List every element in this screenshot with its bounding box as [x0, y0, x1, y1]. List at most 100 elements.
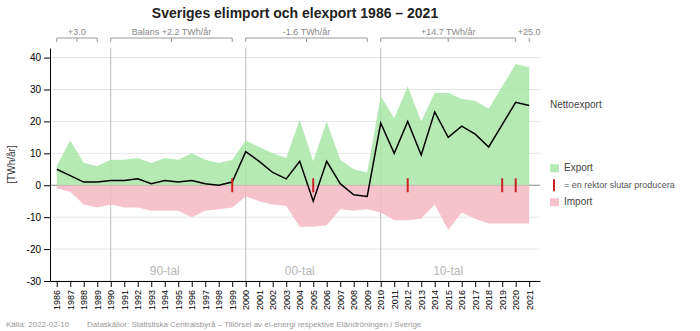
x-tick-label: 1989: [93, 290, 103, 310]
plot: 1986198719881989199019911992199319941995…: [27, 27, 675, 310]
x-tick-label: 2006: [322, 290, 332, 310]
y-tick-label: 20: [30, 116, 42, 127]
x-tick: 2010: [376, 281, 386, 310]
tick-mark: [300, 281, 301, 287]
x-tick: 2006: [322, 281, 332, 310]
x-tick-label: 2012: [403, 290, 413, 310]
y-axis-title: [TWh/år]: [6, 145, 17, 184]
x-tick-label: 1995: [174, 290, 184, 310]
tick-mark: [57, 281, 58, 287]
annotation: +14.7 TWh/år: [421, 27, 476, 37]
data-area: [57, 48, 529, 281]
y-tick: 0: [35, 180, 50, 191]
x-tick-label: 2000: [241, 290, 251, 310]
axis-domain: [51, 281, 541, 282]
x-tick-label: 2015: [444, 290, 454, 310]
tick-mark: [138, 281, 139, 287]
tick-mark: [111, 281, 112, 287]
x-tick: 2000: [241, 281, 251, 310]
y-tick-label: 40: [30, 52, 42, 63]
tick-mark: [516, 281, 517, 287]
x-tick-label: 2009: [363, 290, 373, 310]
source: Källa: 2022-02-10 Dataskällor: Statistis…: [6, 320, 422, 329]
legend-swatch: [550, 198, 559, 206]
x-tick: 2009: [363, 281, 373, 310]
tick-mark: [44, 89, 50, 90]
series-label: Import: [564, 196, 593, 207]
x-tick: 1992: [133, 281, 143, 310]
x-tick-label: 2003: [282, 290, 292, 310]
x-tick-label: 2020: [511, 290, 521, 310]
tick-mark: [124, 281, 125, 287]
annotation-bracket: [246, 38, 367, 42]
tick-mark: [435, 281, 436, 287]
x-tick: 1995: [174, 281, 184, 310]
x-tick: 1994: [160, 281, 170, 310]
tick-mark: [246, 281, 247, 287]
grid-line: [50, 249, 540, 250]
tick-mark: [529, 281, 530, 287]
x-tick: 2013: [417, 281, 427, 310]
y-tick: -30: [27, 276, 50, 287]
x-tick: 2001: [255, 281, 265, 310]
period-label: 00-tal: [285, 264, 315, 278]
tick-mark: [381, 281, 382, 287]
reactor-legend-label: = en rektor slutar producera: [564, 180, 675, 190]
y-axis: -30-20-10010203040: [27, 49, 51, 287]
reactor-tick: [515, 178, 517, 192]
annotation: -1.6 TWh/år: [283, 27, 330, 37]
x-tick: 2020: [511, 281, 521, 310]
x-tick-label: 1990: [106, 290, 116, 310]
reactor-tick: [501, 178, 503, 192]
tick-mark: [367, 281, 368, 287]
annotation: +3.0: [68, 27, 86, 37]
tick-mark: [448, 281, 449, 287]
x-tick-label: 1993: [147, 290, 157, 310]
x-tick: 2011: [390, 281, 400, 309]
line: [57, 102, 529, 201]
x-axis: 1986198719881989199019911992199319941995…: [51, 281, 541, 310]
tick-mark: [44, 281, 50, 282]
grid-line: [50, 57, 540, 58]
x-tick: 2003: [282, 281, 292, 310]
x-tick-label: 1996: [187, 290, 197, 310]
period-label: 90-tal: [150, 264, 180, 278]
x-tick: 1993: [147, 281, 157, 310]
x-tick: 2015: [444, 281, 454, 310]
y-tick-label: 30: [30, 84, 42, 95]
annotation-bracket: [57, 38, 97, 42]
x-tick: 1989: [93, 281, 103, 310]
x-tick: 2012: [403, 281, 413, 310]
tick-mark: [44, 153, 50, 154]
grid-line: [50, 281, 540, 282]
x-tick-label: 1991: [120, 290, 130, 310]
tick-mark: [44, 249, 50, 250]
x-tick-label: 1999: [228, 290, 238, 310]
title: Sveriges elimport och elexport 1986 – 20…: [152, 5, 439, 21]
series-label: Nettoexport: [550, 99, 602, 110]
x-tick-label: 2017: [471, 290, 481, 310]
y-tick-label: 0: [35, 180, 41, 191]
x-tick: 1991: [120, 281, 130, 310]
y-tick: 20: [30, 116, 50, 127]
x-tick: 1999: [228, 281, 238, 310]
tick-mark: [70, 281, 71, 287]
x-tick: 2002: [268, 281, 278, 310]
x-tick: 1988: [79, 281, 89, 310]
tick-mark: [340, 281, 341, 287]
x-tick-label: 2019: [498, 290, 508, 310]
tick-mark: [313, 281, 314, 287]
tick-mark: [273, 281, 274, 287]
tick-mark: [286, 281, 287, 287]
x-tick: 2005: [309, 281, 319, 310]
x-tick: 1997: [201, 281, 211, 310]
y-tick: 30: [30, 84, 50, 95]
y-tick: 40: [30, 52, 50, 63]
tick-mark: [259, 281, 260, 287]
period-label: 10-tal: [433, 264, 463, 278]
annotation: +25.0: [518, 27, 541, 37]
x-tick: 2016: [457, 281, 467, 310]
y-tick-label: -30: [27, 276, 42, 287]
tick-mark: [489, 281, 490, 287]
annotation: Balans +2.2 TWh/år: [132, 27, 212, 37]
